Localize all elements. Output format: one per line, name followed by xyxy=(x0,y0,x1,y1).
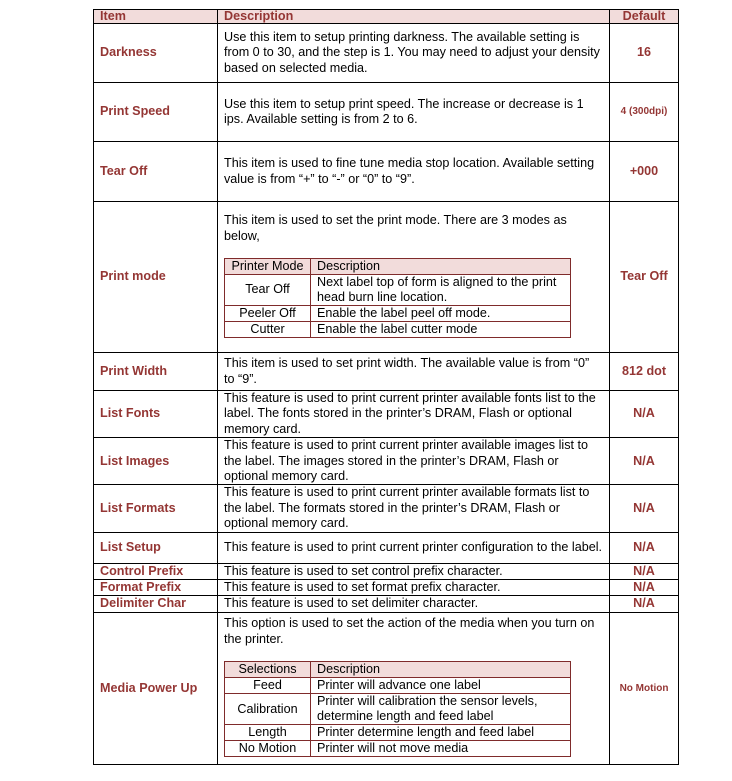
sub-header-cell: Description xyxy=(310,257,571,275)
sub-header-cell: Printer Mode xyxy=(224,257,311,275)
description-text: This item is used to set print width. Th… xyxy=(224,356,590,386)
item-cell: List Images xyxy=(93,437,218,486)
header-description: Description xyxy=(217,9,610,24)
description-text: This feature is used to set delimiter ch… xyxy=(224,596,479,611)
description-text: This feature is used to print current pr… xyxy=(224,438,588,484)
description-cell: Use this item to setup printing darkness… xyxy=(217,23,610,83)
table-row: Print mode This item is used to set the p… xyxy=(93,201,679,353)
item-cell: List Setup xyxy=(93,531,218,564)
item-cell: Print Width xyxy=(93,352,218,391)
table-row: Darkness Use this item to setup printing … xyxy=(93,23,679,83)
table-row: Media Power Up This option is used to set… xyxy=(93,611,679,765)
sub-cell-description: Printer will not move media xyxy=(310,740,571,758)
description-cell: This feature is used to set format prefi… xyxy=(217,579,610,597)
default-cell: +000 xyxy=(609,141,679,202)
description-text: This item is used to fine tune media sto… xyxy=(224,156,595,186)
sub-row: Peeler Off Enable the label peel off mode… xyxy=(224,304,571,322)
description-text: This feature is used to set control pref… xyxy=(224,563,503,578)
sub-row: No Motion Printer will not move media xyxy=(224,740,571,758)
table-row: Format Prefix This feature is used to set… xyxy=(93,579,679,597)
sub-cell-description: Printer determine length and feed label xyxy=(310,724,571,742)
sub-header-cell: Description xyxy=(310,661,571,679)
header-item: Item xyxy=(93,9,218,24)
sub-cell-description: Printer will calibration the sensor leve… xyxy=(310,693,571,726)
sub-header-cell: Selections xyxy=(224,661,311,679)
sub-cell-option: Cutter xyxy=(224,320,311,338)
item-cell: List Fonts xyxy=(93,389,218,439)
description-cell: This item is used to set the print mode.… xyxy=(217,201,610,353)
item-cell: List Formats xyxy=(93,484,218,533)
description-text: This feature is used to print current pr… xyxy=(224,539,603,554)
sub-table: Printer Mode Description Tear Off Next labe… xyxy=(224,257,571,338)
table-row: Delimiter Char This feature is used to se… xyxy=(93,595,679,613)
sub-cell-description: Enable the label cutter mode xyxy=(310,320,571,338)
sub-cell-option: Calibration xyxy=(224,693,311,726)
sub-cell-option: Tear Off xyxy=(224,273,311,306)
default-cell: N/A xyxy=(609,562,679,581)
description-text: Use this item to setup print speed. The … xyxy=(224,96,584,126)
description-text: This feature is used to print current pr… xyxy=(224,391,596,436)
item-cell: Format Prefix xyxy=(93,579,218,597)
default-cell: N/A xyxy=(609,595,679,613)
default-cell: 16 xyxy=(609,23,679,83)
sub-cell-option: Feed xyxy=(224,677,311,695)
description-text: This feature is used to set format prefi… xyxy=(224,580,501,595)
table-row: Print Speed Use this item to setup print … xyxy=(93,82,679,142)
description-text: This feature is used to print current pr… xyxy=(224,485,590,531)
sub-cell-description: Printer will advance one label xyxy=(310,677,571,695)
sub-header-row: Selections Description xyxy=(224,661,571,679)
item-cell: Tear Off xyxy=(93,141,218,202)
header-default: Default xyxy=(609,9,679,24)
description-cell: This feature is used to print current pr… xyxy=(217,531,610,564)
item-cell: Print Speed xyxy=(93,82,218,142)
table-row: Control Prefix This feature is used to se… xyxy=(93,562,679,581)
item-cell: Print mode xyxy=(93,201,218,353)
table-row: Tear Off This item is used to fine tune m… xyxy=(93,141,679,202)
settings-table: Item Description Default Darkness Use thi… xyxy=(93,9,679,765)
default-cell: N/A xyxy=(609,389,679,439)
sub-table: Selections Description Feed Printer will ad… xyxy=(224,661,571,758)
sub-cell-option: Peeler Off xyxy=(224,304,311,322)
description-cell: This item is used to set print width. Th… xyxy=(217,352,610,391)
description-cell: Use this item to setup print speed. The … xyxy=(217,82,610,142)
table-row: List Setup This feature is used to print … xyxy=(93,531,679,564)
description-cell: This feature is used to set delimiter ch… xyxy=(217,595,610,613)
description-cell: This feature is used to print current pr… xyxy=(217,389,610,439)
sub-row: Cutter Enable the label cutter mode xyxy=(224,320,571,338)
default-cell: N/A xyxy=(609,437,679,486)
default-cell: No Motion xyxy=(609,611,679,765)
item-cell: Media Power Up xyxy=(93,611,218,765)
default-cell: 812 dot xyxy=(609,352,679,391)
sub-row: Tear Off Next label top of form is aligne… xyxy=(224,273,571,306)
item-cell: Delimiter Char xyxy=(93,595,218,613)
default-cell: 4 (300dpi) xyxy=(609,82,679,142)
description-cell: This feature is used to set control pref… xyxy=(217,562,610,581)
description-text: Use this item to setup printing darkness… xyxy=(224,29,600,75)
table-row: List Fonts This feature is used to print … xyxy=(93,389,679,439)
table-row: List Formats This feature is used to prin… xyxy=(93,484,679,533)
sub-cell-option: Length xyxy=(224,724,311,742)
sub-cell-description: Next label top of form is aligned to the… xyxy=(310,273,571,306)
header-row: Item Description Default xyxy=(93,9,679,24)
description-text: This option is used to set the action of… xyxy=(224,616,595,646)
table-row: List Images This feature is used to print… xyxy=(93,437,679,486)
default-cell: N/A xyxy=(609,531,679,564)
sub-cell-option: No Motion xyxy=(224,740,311,758)
sub-row: Feed Printer will advance one label xyxy=(224,677,571,695)
description-cell: This item is used to fine tune media sto… xyxy=(217,141,610,202)
description-cell: This feature is used to print current pr… xyxy=(217,437,610,486)
item-cell: Darkness xyxy=(93,23,218,83)
description-cell: This feature is used to print current pr… xyxy=(217,484,610,533)
default-cell: N/A xyxy=(609,579,679,597)
default-cell: Tear Off xyxy=(609,201,679,353)
table-row: Print Width This item is used to set prin… xyxy=(93,352,679,391)
description-cell: This option is used to set the action of… xyxy=(217,611,610,765)
sub-header-row: Printer Mode Description xyxy=(224,257,571,275)
sub-row: Length Printer determine length and feed … xyxy=(224,724,571,742)
sub-row: Calibration Printer will calibration the … xyxy=(224,693,571,726)
default-cell: N/A xyxy=(609,484,679,533)
sub-cell-description: Enable the label peel off mode. xyxy=(310,304,571,322)
item-cell: Control Prefix xyxy=(93,562,218,581)
description-text: This item is used to set the print mode.… xyxy=(224,213,567,243)
